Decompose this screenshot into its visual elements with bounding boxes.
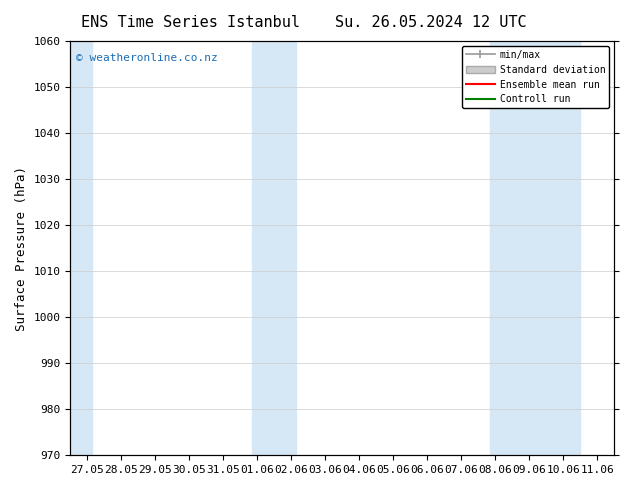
Y-axis label: Surface Pressure (hPa): Surface Pressure (hPa) — [15, 166, 28, 331]
Text: ENS Time Series Istanbul: ENS Time Series Istanbul — [81, 15, 300, 30]
Bar — [490, 41, 580, 455]
Text: © weatheronline.co.nz: © weatheronline.co.nz — [75, 53, 217, 64]
Bar — [252, 41, 296, 455]
Text: Su. 26.05.2024 12 UTC: Su. 26.05.2024 12 UTC — [335, 15, 527, 30]
Bar — [70, 41, 93, 455]
Legend: min/max, Standard deviation, Ensemble mean run, Controll run: min/max, Standard deviation, Ensemble me… — [462, 46, 609, 108]
